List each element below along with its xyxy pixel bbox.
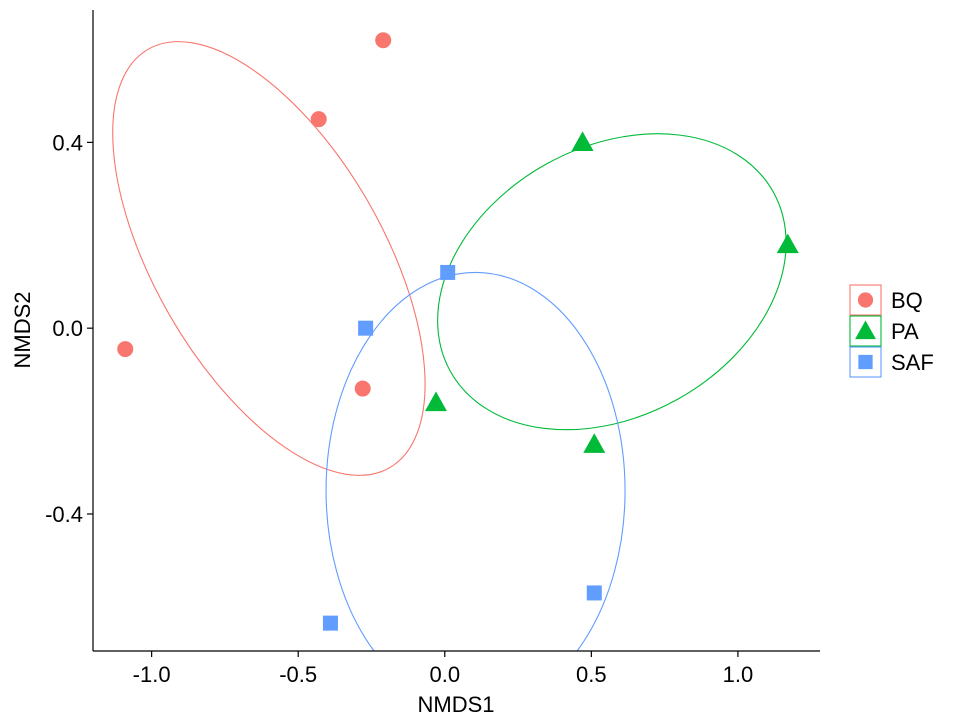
- point-saf-2: [358, 320, 374, 336]
- x-tick-label: -0.5: [279, 662, 317, 687]
- point-saf-1: [440, 264, 456, 280]
- point-bq-1: [117, 341, 134, 358]
- legend-label-pa: PA: [891, 319, 919, 344]
- point-pa-2: [776, 233, 799, 254]
- y-tick-label: -0.4: [45, 502, 83, 527]
- legend: BQ PA SAF: [849, 284, 934, 378]
- point-saf-4: [586, 585, 602, 601]
- x-tick-label: 0.5: [576, 662, 607, 687]
- legend-symbol-saf: [858, 354, 873, 370]
- point-pa-4: [583, 433, 606, 453]
- x-tick-label: 0.0: [429, 662, 460, 687]
- axes: [92, 10, 820, 652]
- data-points: [117, 32, 799, 631]
- point-saf-3: [322, 615, 338, 631]
- legend-symbol-pa: [855, 320, 876, 340]
- legend-label-bq: BQ: [891, 288, 923, 313]
- legend-symbol-bq: [857, 292, 874, 308]
- y-tick-label: 0.0: [52, 316, 83, 341]
- x-tick-label: 1.0: [723, 662, 754, 687]
- y-axis-title: NMDS2: [10, 291, 35, 368]
- point-pa-3: [424, 391, 447, 412]
- ellipse-saf: [325, 271, 626, 651]
- y-tick-label: 0.4: [52, 130, 83, 155]
- point-bq-2: [310, 111, 327, 128]
- axis-ticks: -1.0 -0.5 0.0 0.5 1.0 -0.4 0.0 0.4: [45, 130, 753, 687]
- legend-label-saf: SAF: [891, 350, 934, 375]
- point-pa-1: [571, 131, 594, 151]
- x-tick-label: -1.0: [133, 662, 171, 687]
- point-bq-3: [375, 32, 392, 49]
- ellipse-pa: [437, 133, 787, 431]
- x-axis-title: NMDS1: [417, 692, 494, 717]
- confidence-ellipses: [112, 41, 787, 651]
- ellipse-bq: [112, 41, 426, 476]
- point-bq-4: [354, 380, 371, 397]
